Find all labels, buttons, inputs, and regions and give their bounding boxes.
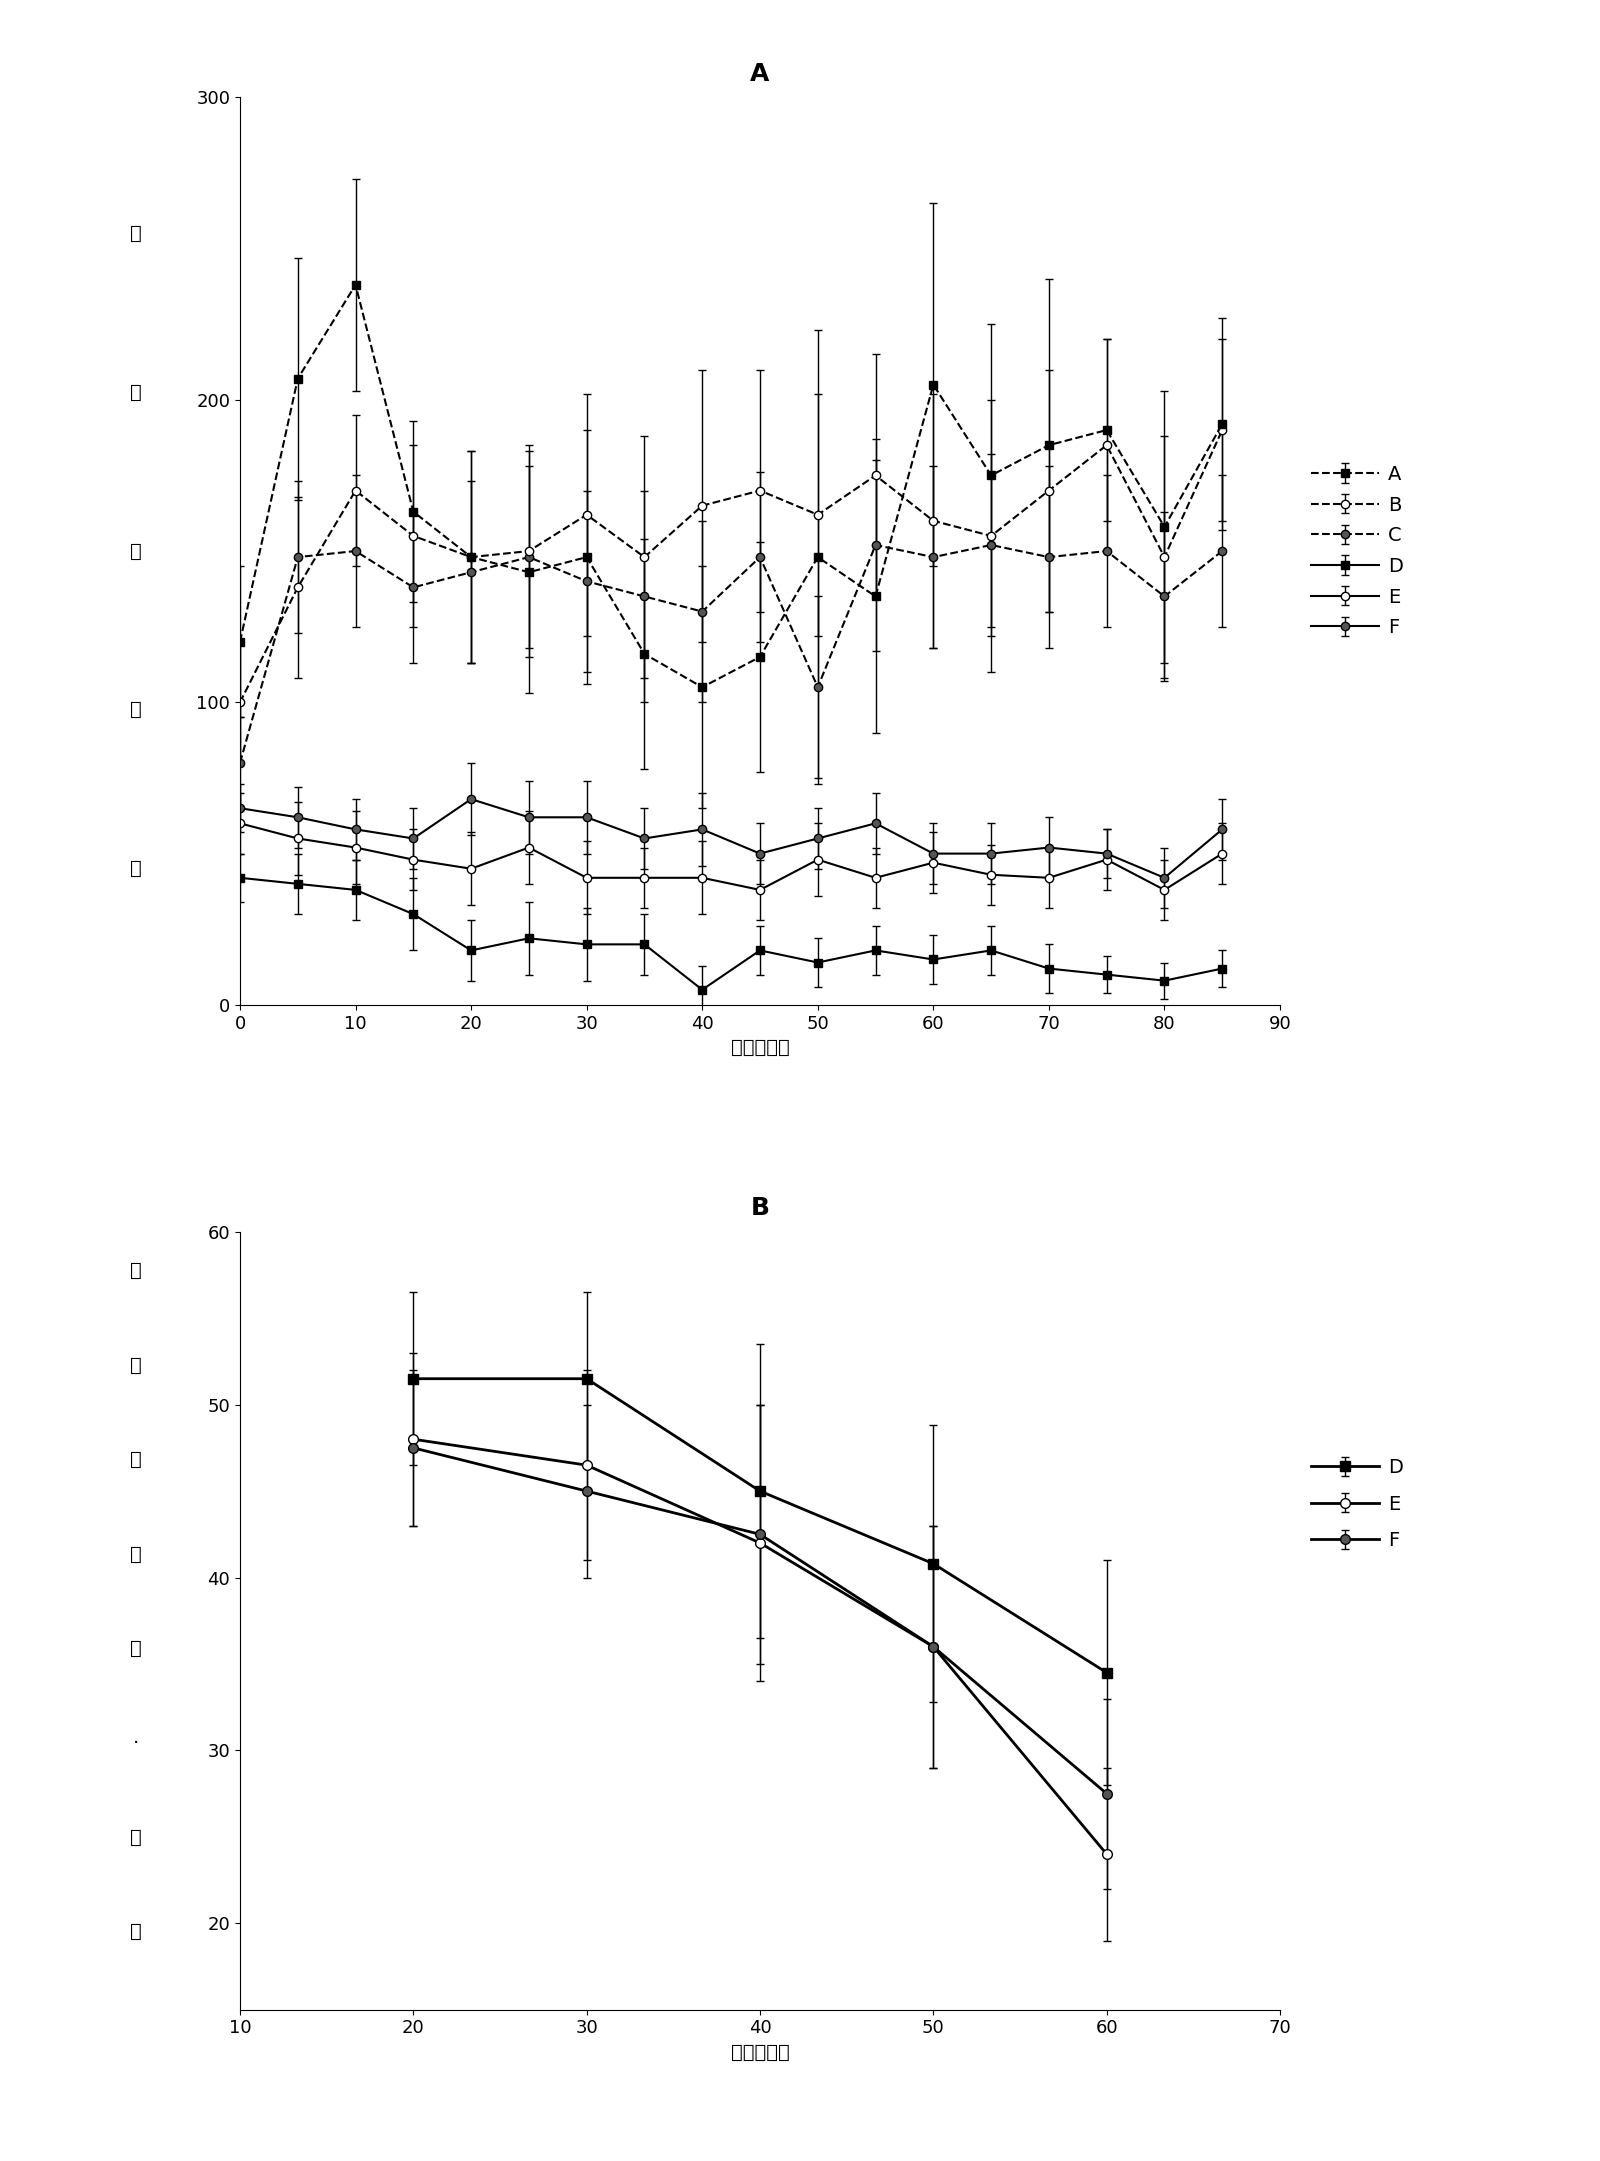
X-axis label: 时间（分）: 时间（分） (731, 1037, 789, 1057)
Text: ·: · (133, 1733, 139, 1753)
Title: A: A (750, 61, 770, 86)
Text: 动: 动 (130, 1828, 142, 1848)
Text: 异: 异 (130, 1262, 142, 1279)
X-axis label: 时间（分）: 时间（分） (731, 2042, 789, 2062)
Text: 常: 常 (130, 1355, 142, 1374)
Text: 板: 板 (130, 1545, 142, 1565)
Text: 动: 动 (130, 700, 142, 720)
Legend: A, B, C, D, E, F: A, B, C, D, E, F (1310, 465, 1403, 637)
Text: 格: 格 (130, 382, 142, 402)
Text: 作: 作 (130, 1923, 142, 1941)
Text: 性: 性 (130, 1638, 142, 1657)
Title: B: B (750, 1195, 770, 1221)
Legend: D, E, F: D, E, F (1310, 1459, 1403, 1549)
Text: 性: 性 (130, 860, 142, 877)
Text: 跨: 跨 (130, 225, 142, 242)
Text: 跑: 跑 (130, 542, 142, 560)
Text: 刻: 刻 (130, 1450, 142, 1469)
